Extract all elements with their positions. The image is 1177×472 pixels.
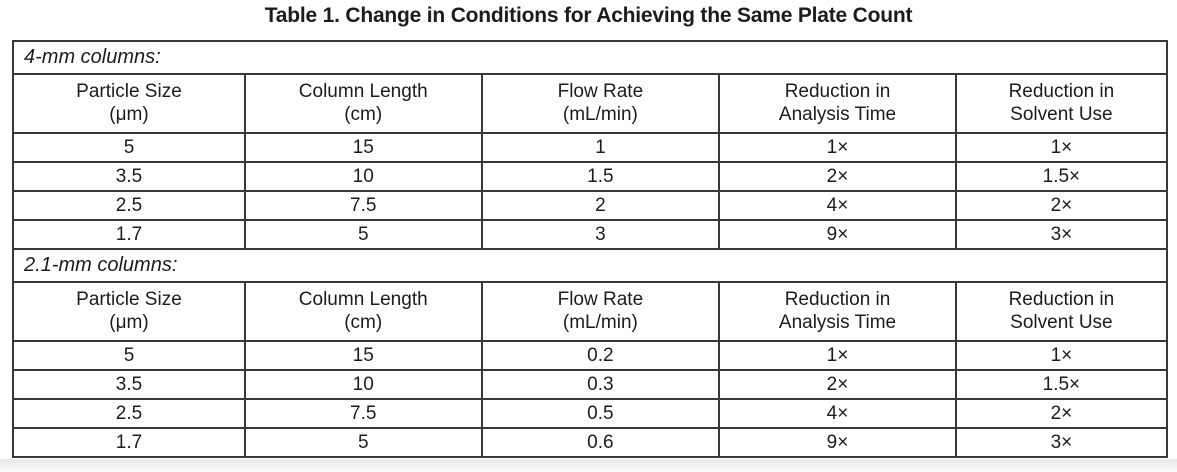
table-row: 1.7 5 3 9× 3×: [12, 219, 1169, 250]
table-cell: 2×: [954, 190, 1169, 221]
table-row: 5 15 0.2 1× 1×: [12, 340, 1169, 371]
table-cell: 0.6: [480, 427, 721, 458]
page-bottom-divider: [0, 459, 1177, 472]
table-cell: 1×: [718, 132, 957, 163]
header-line: (cm): [344, 311, 383, 333]
table-cell: 2×: [718, 369, 957, 400]
header-line: (mL/min): [562, 311, 638, 333]
table-title: Table 1. Change in Conditions for Achiev…: [264, 4, 913, 27]
table-row: 3.5 10 0.3 2× 1.5×: [12, 369, 1169, 400]
table-row: 5 15 1 1× 1×: [12, 132, 1169, 163]
header-line: Reduction in: [1008, 289, 1115, 311]
col-header-flow-rate: Flow Rate (mL/min): [480, 73, 721, 134]
table-row: 3.5 10 1.5 2× 1.5×: [12, 161, 1169, 192]
col-header-solvent-use: Reduction in Solvent Use: [954, 281, 1169, 342]
header-line: Particle Size: [76, 289, 182, 311]
table-cell: 1.5: [480, 161, 721, 192]
table-cell: 2×: [954, 398, 1169, 429]
table-cell: 4×: [718, 398, 957, 429]
header-line: Column Length: [298, 289, 428, 311]
col-header-analysis-time: Reduction in Analysis Time: [718, 281, 957, 342]
section-row-4mm: 4-mm columns:: [12, 40, 1168, 75]
header-line: Analysis Time: [778, 311, 897, 333]
table-cell: 2×: [718, 161, 957, 192]
table-cell: 4×: [718, 190, 957, 221]
table-cell: 2: [480, 190, 721, 221]
table-row: 1.7 5 0.6 9× 3×: [12, 427, 1169, 458]
table-cell: 3.5: [12, 369, 246, 400]
header-line: Reduction in: [1008, 81, 1115, 103]
section-row-2-1mm: 2.1-mm columns:: [12, 248, 1168, 283]
header-row-4mm: Particle Size (μm) Column Length (cm) Fl…: [12, 73, 1169, 134]
header-line: Reduction in: [784, 81, 891, 103]
col-header-column-length: Column Length (cm): [243, 73, 483, 134]
table-cell: 3×: [954, 427, 1169, 458]
header-line: (mL/min): [562, 103, 638, 125]
table-cell: 2.5: [12, 190, 246, 221]
table-cell: 7.5: [243, 190, 483, 221]
table-cell: 3: [480, 219, 721, 250]
table-cell: 15: [243, 340, 483, 371]
table-cell: 1.5×: [954, 369, 1169, 400]
table-cell: 9×: [718, 427, 957, 458]
table-cell: 1×: [954, 340, 1169, 371]
section-label-2-1mm: 2.1-mm columns:: [12, 248, 1168, 283]
table-cell: 5: [12, 132, 246, 163]
table-cell: 10: [243, 369, 483, 400]
table-row: 2.5 7.5 2 4× 2×: [12, 190, 1169, 221]
table-row: 2.5 7.5 0.5 4× 2×: [12, 398, 1169, 429]
table-cell: 0.5: [480, 398, 721, 429]
table-cell: 5: [12, 340, 246, 371]
col-header-particle-size: Particle Size (μm): [12, 281, 246, 342]
table-cell: 10: [243, 161, 483, 192]
table-cell: 3×: [954, 219, 1169, 250]
header-line: (μm): [109, 311, 149, 333]
header-line: Solvent Use: [1010, 311, 1113, 333]
table-cell: 1.7: [12, 427, 246, 458]
plate-count-conditions-table: 4-mm columns: Particle Size (μm) Column …: [12, 40, 1169, 458]
header-line: Analysis Time: [778, 103, 897, 125]
header-line: Reduction in: [784, 289, 891, 311]
col-header-flow-rate: Flow Rate (mL/min): [480, 281, 721, 342]
table-cell: 2.5: [12, 398, 246, 429]
col-header-particle-size: Particle Size (μm): [12, 73, 246, 134]
header-line: Column Length: [298, 81, 428, 103]
table-cell: 1.7: [12, 219, 246, 250]
section-label-4mm: 4-mm columns:: [12, 40, 1168, 75]
table-cell: 1: [480, 132, 721, 163]
header-line: Particle Size: [76, 81, 182, 103]
table-cell: 0.3: [480, 369, 721, 400]
table-cell: 1×: [954, 132, 1169, 163]
table-cell: 1×: [718, 340, 957, 371]
col-header-analysis-time: Reduction in Analysis Time: [718, 73, 957, 134]
header-line: Flow Rate: [557, 289, 644, 311]
header-line: (cm): [344, 103, 383, 125]
col-header-solvent-use: Reduction in Solvent Use: [954, 73, 1169, 134]
table-cell: 9×: [718, 219, 957, 250]
col-header-column-length: Column Length (cm): [243, 281, 483, 342]
table-cell: 5: [243, 219, 483, 250]
table-cell: 1.5×: [954, 161, 1169, 192]
table-cell: 7.5: [243, 398, 483, 429]
header-line: Solvent Use: [1010, 103, 1113, 125]
table-cell: 15: [243, 132, 483, 163]
header-line: Flow Rate: [557, 81, 644, 103]
table-cell: 5: [243, 427, 483, 458]
header-row-2-1mm: Particle Size (μm) Column Length (cm) Fl…: [12, 281, 1169, 342]
table-cell: 0.2: [480, 340, 721, 371]
table-cell: 3.5: [12, 161, 246, 192]
header-line: (μm): [109, 103, 149, 125]
